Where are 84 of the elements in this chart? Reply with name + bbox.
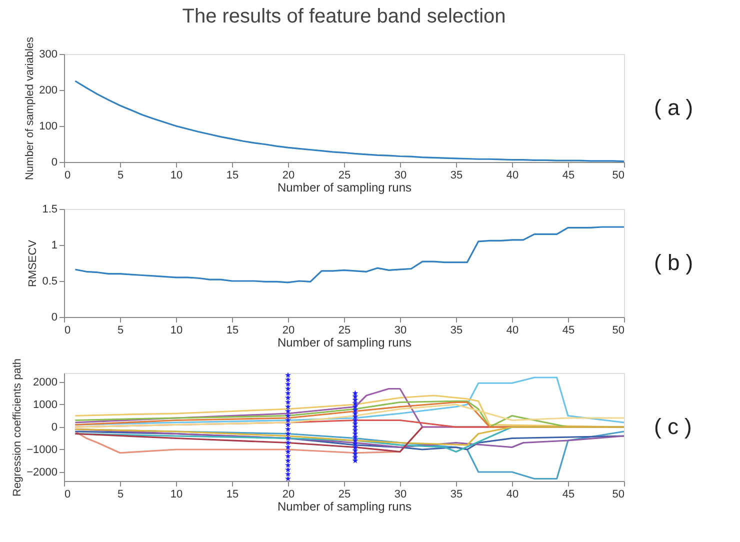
- x-tick-label: 0: [64, 488, 71, 500]
- point: [284, 430, 292, 436]
- x-tick-label: 35: [450, 488, 463, 500]
- x-tick-label: 25: [338, 324, 351, 336]
- x-tick-label: 50: [612, 324, 624, 336]
- y-tick-label: 1: [51, 240, 58, 252]
- point: [284, 453, 292, 459]
- y-axis-title: RMSECV: [27, 239, 40, 288]
- point: [284, 404, 292, 410]
- text: ( b ): [654, 250, 694, 275]
- point: [284, 381, 292, 387]
- point: [284, 386, 292, 392]
- y-tick-label: 0: [51, 422, 58, 434]
- point: [284, 444, 292, 450]
- point: [284, 408, 292, 414]
- x-tick-label: 50: [612, 488, 624, 500]
- x-tick-label: 30: [394, 324, 407, 336]
- point: [284, 440, 292, 446]
- x-tick-label: 40: [506, 170, 519, 182]
- x-tick-label: 30: [394, 170, 407, 182]
- line-series: [74, 226, 624, 284]
- point: [284, 394, 292, 400]
- x-tick-label: 25: [338, 488, 351, 500]
- point: [284, 372, 292, 378]
- x-tick-label: 15: [226, 324, 239, 336]
- point: [284, 422, 292, 428]
- point: [284, 466, 292, 472]
- x-axis-title: Number of sampling runs: [277, 336, 412, 350]
- x-tick-label: 35: [450, 170, 463, 182]
- y-tick-label: −1000: [26, 444, 58, 456]
- y-tick-label: −2000: [26, 466, 58, 478]
- x-tick-label: 30: [394, 488, 407, 500]
- y-axis-title: Number of sampled variables: [24, 36, 36, 180]
- point: [284, 412, 292, 418]
- x-tick-label: 15: [226, 488, 239, 500]
- x-tick-label: 20: [282, 324, 295, 336]
- y-tick-label: 1.5: [42, 204, 58, 216]
- line-series: [74, 80, 624, 162]
- x-tick-label: 40: [506, 488, 519, 500]
- x-tick-label: 45: [562, 488, 575, 500]
- x-tick-label: 45: [562, 324, 575, 336]
- x-tick-label: 15: [226, 170, 239, 182]
- text: ( c ): [654, 414, 692, 439]
- point: [284, 462, 292, 468]
- y-tick-label: 0.5: [42, 276, 58, 288]
- x-tick-label: 45: [562, 170, 575, 182]
- text: ( a ): [654, 95, 694, 120]
- point: [284, 458, 292, 464]
- x-axis-title: Number of sampling runs: [277, 500, 412, 514]
- point: [284, 417, 292, 423]
- point: [284, 471, 292, 477]
- point: [352, 390, 358, 396]
- chart-title: The results of feature band selection: [182, 5, 506, 28]
- x-tick-label: 20: [282, 488, 295, 500]
- y-tick-label: 1000: [33, 399, 58, 411]
- y-tick-label: 100: [39, 120, 58, 132]
- x-tick-label: 5: [117, 170, 124, 182]
- line-series: [74, 426, 424, 453]
- x-tick-label: 0: [64, 324, 71, 336]
- point: [284, 426, 292, 432]
- x-tick-label: 0: [64, 170, 71, 182]
- x-tick-label: 10: [170, 170, 183, 182]
- point: [284, 448, 292, 454]
- x-tick-label: 10: [170, 324, 183, 336]
- point: [284, 376, 292, 382]
- y-tick-label: 0: [51, 312, 58, 324]
- x-tick-label: 25: [338, 170, 351, 182]
- x-tick-label: 40: [506, 324, 519, 336]
- point: [284, 390, 292, 396]
- x-tick-label: 50: [612, 170, 624, 182]
- point: [284, 435, 292, 441]
- y-tick-label: 200: [39, 84, 58, 96]
- x-tick-label: 20: [282, 170, 295, 182]
- point: [284, 476, 292, 482]
- x-tick-label: 5: [117, 324, 124, 336]
- y-tick-label: 0: [51, 156, 58, 168]
- y-tick-label: 2000: [33, 376, 58, 388]
- point: [284, 399, 292, 405]
- y-tick-label: 300: [39, 48, 58, 60]
- x-tick-label: 10: [170, 488, 183, 500]
- y-axis-title: Regression coefficients path: [12, 358, 24, 496]
- x-axis-title: Number of sampling runs: [277, 180, 412, 194]
- x-tick-label: 5: [117, 488, 124, 500]
- x-tick-label: 35: [450, 324, 463, 336]
